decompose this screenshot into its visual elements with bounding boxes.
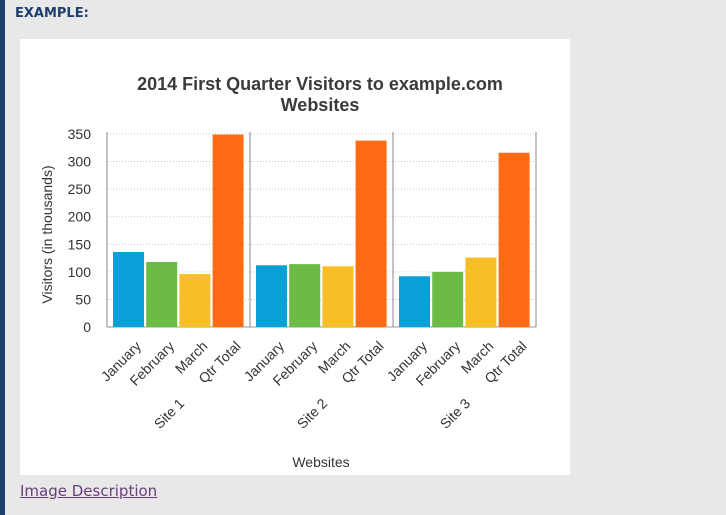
y-tick-label: 300 [68, 154, 92, 170]
chart-card: 2014 First Quarter Visitors to example.c… [20, 39, 570, 475]
bar-january [113, 252, 144, 327]
y-tick-label: 100 [68, 264, 92, 280]
y-axis-label: Visitors (in thousands) [39, 165, 55, 303]
bar-february [289, 264, 321, 327]
y-tick-label: 0 [83, 319, 91, 335]
bar-qtr-total [355, 140, 387, 327]
bar-january [399, 276, 430, 327]
group-label: Site 1 [151, 395, 188, 432]
y-tick-label: 150 [68, 236, 92, 252]
left-accent-rule [0, 0, 5, 515]
bar-chart: 2014 First Quarter Visitors to example.c… [39, 74, 537, 470]
bar-february [432, 271, 464, 327]
bar-qtr-total [498, 152, 530, 327]
x-axis-label: Websites [292, 454, 349, 470]
bar-march [322, 266, 354, 327]
y-tick-label: 350 [68, 126, 92, 142]
chart-title-line: 2014 First Quarter Visitors to example.c… [137, 74, 503, 94]
bar-march [465, 257, 497, 327]
bar-january [256, 265, 287, 327]
group-label: Site 2 [294, 395, 331, 432]
group-label: Site 3 [437, 395, 474, 432]
chart-title-line: Websites [281, 95, 360, 115]
y-tick-label: 50 [75, 291, 91, 307]
y-tick-label: 250 [68, 181, 92, 197]
bar-february [146, 261, 178, 327]
example-heading: EXAMPLE: [15, 6, 89, 21]
bar-qtr-total [212, 134, 244, 327]
bar-march [179, 274, 211, 327]
y-tick-label: 200 [68, 209, 92, 225]
image-description-link[interactable]: Image Description [20, 482, 158, 500]
